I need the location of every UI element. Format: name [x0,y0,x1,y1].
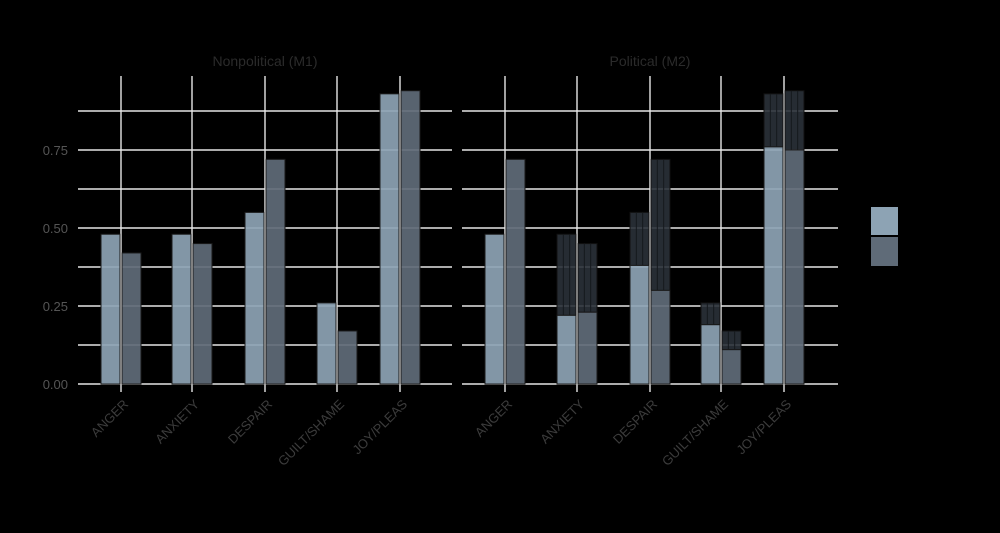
x-tick-labels: ANGER ANXIETY DESPAIR GUILT/SHAME JOY/PLEAS A… [88,396,795,468]
bar [721,349,742,385]
bar [577,311,598,385]
bar-stack-segment [629,211,650,266]
x-tick-label: DESPAIR [225,397,275,447]
bar-stack-segment [556,233,577,316]
panel-title-nonpolitical: Nonpolitical (M1) [212,53,317,69]
bar-stack-segment [650,158,671,291]
y-tick-label: 0.50 [43,221,68,236]
panel-title-political: Political (M2) [610,53,691,69]
bar [265,158,286,385]
bar [244,211,265,385]
x-tick-label: JOY/PLEAS [733,396,794,457]
bar [337,330,358,385]
bar-stack-segment [784,90,805,151]
bars [100,90,805,385]
y-tick-labels: 0.00 0.25 0.50 0.75 [43,143,68,392]
x-tick-label: GUILT/SHAME [275,396,347,468]
bar [763,146,784,385]
bar [400,90,421,385]
bar [629,264,650,385]
bar [784,149,805,385]
bar-stack-segment [763,93,784,148]
y-tick-label: 0.25 [43,299,68,314]
bar [100,233,121,385]
bar [484,233,505,385]
bar [171,233,192,385]
x-tick-label: ANGER [472,397,515,440]
bar-stack-segment [700,302,721,326]
x-tick-label: ANXIETY [152,396,202,446]
bar [700,324,721,385]
x-tick-label: DESPAIR [610,397,660,447]
y-tick-label: 0.75 [43,143,68,158]
bar [379,93,400,385]
bar-stack-segment [721,330,742,351]
x-tick-label: GUILT/SHAME [659,396,731,468]
bar [505,158,526,385]
y-tick-label: 0.00 [43,377,68,392]
legend-key-series-a [871,207,898,235]
x-tick-label: ANGER [88,397,131,440]
x-tick-label: ANXIETY [537,396,587,446]
bar-stack-segment [577,243,598,313]
legend [871,207,898,266]
bar [316,302,337,385]
bar [556,314,577,385]
bar [650,289,671,385]
bar [192,243,213,385]
x-tick-label: JOY/PLEAS [349,396,410,457]
legend-key-series-b [871,237,898,266]
bar [121,252,142,385]
